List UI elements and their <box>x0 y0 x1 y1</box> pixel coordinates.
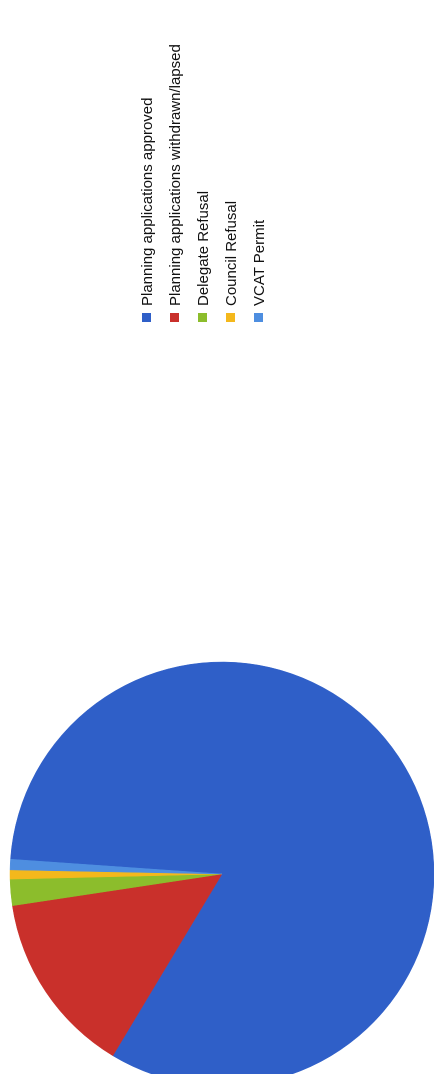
pie-slice-1 <box>10 661 434 1079</box>
legend-swatch-4 <box>226 313 235 322</box>
pie-slice-5 <box>9 858 223 875</box>
legend-label-3: Delegate Refusal <box>195 191 212 306</box>
legend: Planning applications approved Planning a… <box>139 44 268 322</box>
pie-slices <box>9 661 434 1079</box>
legend-label-2: Planning applications withdrawn/lapsed <box>167 44 184 306</box>
legend-swatch-5 <box>254 313 263 322</box>
legend-label-5: VCAT Permit <box>251 219 268 306</box>
legend-label-4: Council Refusal <box>223 201 240 306</box>
pie-slice-2 <box>12 873 223 1057</box>
legend-label-1: Planning applications approved <box>139 98 156 306</box>
legend-swatch-2 <box>170 313 179 322</box>
legend-swatch-3 <box>198 313 207 322</box>
legend-swatch-1 <box>142 313 151 322</box>
